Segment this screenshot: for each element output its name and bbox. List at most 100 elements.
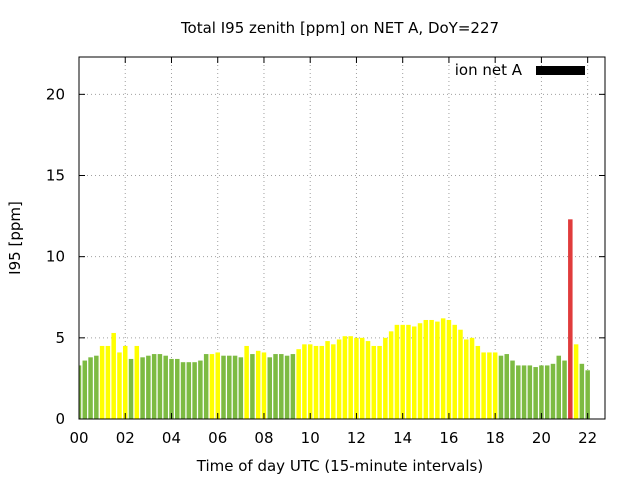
bar [533,367,538,419]
bars [79,219,590,419]
bar [492,352,498,419]
bar [192,362,197,419]
x-tick-label: 14 [393,429,412,447]
bar [279,354,284,419]
bar [348,336,353,419]
bar [521,365,527,419]
bar [510,360,515,419]
bar [469,337,475,419]
bar [122,345,128,419]
x-tick-label: 18 [486,429,505,447]
bar [267,357,273,419]
bar [105,345,111,419]
x-tick-label: 04 [162,429,181,447]
bar [458,329,463,419]
bar [128,358,134,419]
bar [180,362,186,419]
legend-label: ion net A [455,61,523,79]
bar [302,344,307,419]
bar [481,352,486,419]
bar [417,323,423,419]
bar [284,355,290,419]
bar [151,354,157,419]
bar [562,360,567,419]
bar [134,345,140,419]
bar [198,360,203,419]
bar [516,365,521,419]
bar [400,324,405,419]
bar [527,365,533,419]
plot-frame [78,56,606,420]
bar [475,345,481,419]
y-tick-label: 20 [46,85,65,103]
bar [411,326,417,419]
bar [221,355,226,419]
bar [365,341,371,419]
bar [556,355,562,419]
x-tick-label: 16 [439,429,458,447]
bar [238,357,244,419]
bar [331,344,336,419]
bar [296,349,301,419]
bar [82,360,88,419]
bar [140,357,145,419]
bar [325,341,330,419]
bar [487,352,492,419]
bar [99,345,105,419]
bar [544,365,550,419]
bar [585,370,590,419]
x-tick-label: 20 [532,429,551,447]
bar [175,358,180,419]
bar [261,352,267,419]
bar [146,355,151,419]
ticks: 00 02 04 06 08 10 12 14 16 18 20 22 0 5 10 15 20 [46,57,605,447]
bar [117,352,122,419]
bar [203,354,209,419]
bar [423,319,429,419]
x-tick-label: 02 [116,429,135,447]
y-axis-label: I95 [ppm] [6,201,24,275]
bar [568,219,573,419]
bar [539,365,544,419]
bar [383,337,388,419]
bar [79,365,82,419]
bar [354,337,359,419]
bar [406,324,411,419]
legend-swatch [536,66,585,75]
bar [169,358,174,419]
bar [232,355,238,419]
bar [429,319,434,419]
bar [377,345,382,419]
bar [579,363,585,419]
bar [111,332,116,419]
grid [79,57,605,419]
bar [452,324,457,419]
bar [394,324,400,419]
bar [209,354,215,419]
bar [440,318,446,419]
y-tick-label: 10 [46,248,65,266]
bar [435,321,440,419]
bar [163,355,168,419]
x-axis-label: Time of day UTC (15-minute intervals) [196,457,483,475]
bar [550,363,556,419]
bar [250,354,255,419]
bar [319,345,325,419]
bar [186,362,192,419]
bar [255,350,261,419]
bar [244,345,249,419]
bar [359,337,365,419]
bar [307,344,313,419]
bar [342,336,348,419]
bar [290,354,296,419]
chart-title: Total I95 zenith [ppm] on NET A, DoY=227 [180,19,499,37]
bar [498,355,504,419]
bar [573,344,579,419]
bar [94,355,99,419]
bar [227,355,232,419]
legend: ion net A [455,61,585,79]
bar [88,357,93,419]
x-tick-label: 06 [208,429,227,447]
